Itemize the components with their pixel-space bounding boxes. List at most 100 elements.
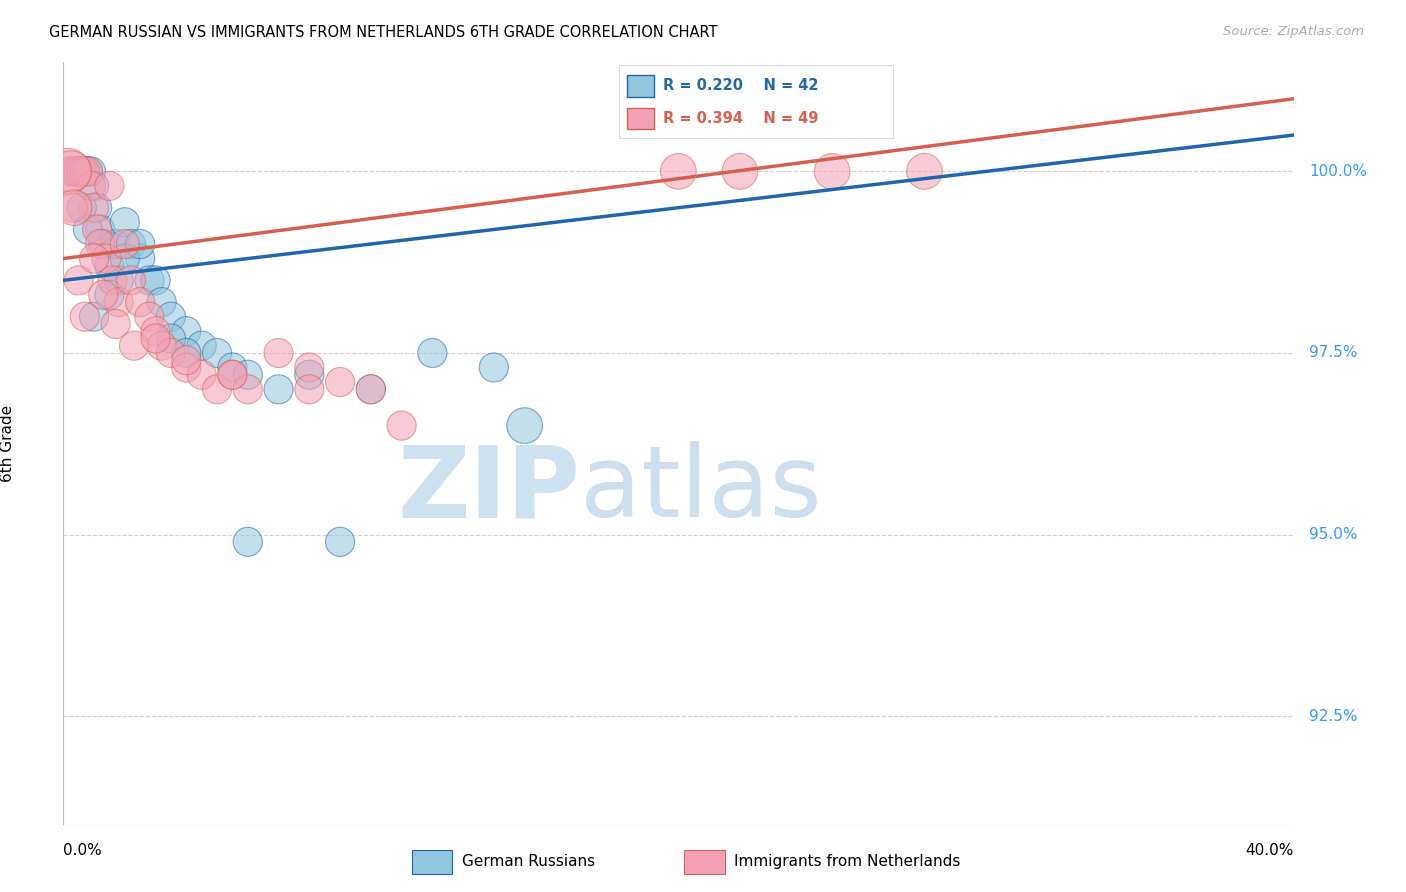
Point xyxy=(58,164,80,178)
FancyBboxPatch shape xyxy=(627,108,654,129)
Point xyxy=(160,310,183,324)
Point xyxy=(145,273,167,287)
Point xyxy=(236,534,259,549)
Text: 95.0%: 95.0% xyxy=(1309,527,1357,542)
Point xyxy=(56,164,79,178)
Point xyxy=(145,324,167,338)
Point xyxy=(174,324,197,338)
Point xyxy=(120,273,142,287)
Point xyxy=(107,295,129,310)
FancyBboxPatch shape xyxy=(627,75,654,96)
Point xyxy=(83,252,105,266)
Point xyxy=(138,310,160,324)
Point xyxy=(174,346,197,360)
Point xyxy=(73,164,96,178)
Text: R = 0.220    N = 42: R = 0.220 N = 42 xyxy=(662,78,818,93)
Point xyxy=(65,164,87,178)
Point xyxy=(89,237,111,252)
Point xyxy=(104,237,127,252)
Point xyxy=(360,382,382,396)
Point xyxy=(83,201,105,215)
Text: GERMAN RUSSIAN VS IMMIGRANTS FROM NETHERLANDS 6TH GRADE CORRELATION CHART: GERMAN RUSSIAN VS IMMIGRANTS FROM NETHER… xyxy=(49,25,717,40)
Point xyxy=(329,375,352,389)
Point xyxy=(67,164,90,178)
Point xyxy=(91,288,114,302)
Point xyxy=(70,201,93,215)
Point xyxy=(98,259,121,273)
Point xyxy=(67,273,90,287)
Point xyxy=(174,353,197,368)
Point xyxy=(76,164,98,178)
Point xyxy=(86,201,108,215)
Point xyxy=(129,252,152,266)
Point xyxy=(666,164,689,178)
Point xyxy=(114,215,136,229)
Point xyxy=(98,178,121,193)
Point xyxy=(329,534,352,549)
Point xyxy=(360,382,382,396)
Point xyxy=(83,178,105,193)
Point xyxy=(221,368,243,382)
Point xyxy=(114,252,136,266)
Point xyxy=(298,368,321,382)
Text: 100.0%: 100.0% xyxy=(1309,164,1367,179)
Text: 6th Grade: 6th Grade xyxy=(0,405,15,483)
Point xyxy=(160,331,183,345)
Point xyxy=(298,360,321,375)
Point xyxy=(107,273,129,287)
Point xyxy=(73,164,96,178)
Point xyxy=(96,252,118,266)
Point xyxy=(145,331,167,345)
Point xyxy=(62,201,84,215)
Point xyxy=(821,164,844,178)
Point xyxy=(120,237,142,252)
Point xyxy=(236,368,259,382)
Point xyxy=(160,346,183,360)
Text: atlas: atlas xyxy=(579,441,821,538)
Point xyxy=(59,164,82,178)
Text: Source: ZipAtlas.com: Source: ZipAtlas.com xyxy=(1223,25,1364,38)
Point xyxy=(122,339,145,353)
Point xyxy=(91,237,114,252)
Point xyxy=(205,346,228,360)
Text: German Russians: German Russians xyxy=(461,855,595,869)
Point xyxy=(391,418,413,433)
Point xyxy=(482,360,505,375)
Point xyxy=(267,382,290,396)
Point xyxy=(101,273,124,287)
FancyBboxPatch shape xyxy=(412,850,453,873)
Text: R = 0.394    N = 49: R = 0.394 N = 49 xyxy=(662,111,818,126)
Point xyxy=(513,418,536,433)
Point xyxy=(80,164,103,178)
Point xyxy=(221,360,243,375)
Point xyxy=(728,164,751,178)
Point xyxy=(98,288,121,302)
Point xyxy=(422,346,444,360)
Text: 40.0%: 40.0% xyxy=(1246,843,1294,858)
Point xyxy=(205,382,228,396)
FancyBboxPatch shape xyxy=(685,850,724,873)
Point xyxy=(76,222,98,236)
Point xyxy=(221,368,243,382)
Text: Immigrants from Netherlands: Immigrants from Netherlands xyxy=(734,855,960,869)
Point xyxy=(89,222,111,236)
Point xyxy=(174,360,197,375)
Point xyxy=(150,295,173,310)
Point xyxy=(73,310,96,324)
Text: ZIP: ZIP xyxy=(396,441,579,538)
Text: 0.0%: 0.0% xyxy=(63,843,103,858)
Point xyxy=(138,273,160,287)
Point xyxy=(914,164,936,178)
Text: 92.5%: 92.5% xyxy=(1309,708,1357,723)
Point xyxy=(267,346,290,360)
Point xyxy=(67,164,90,178)
Point xyxy=(236,382,259,396)
Point xyxy=(65,164,87,178)
Point xyxy=(63,201,86,215)
Point xyxy=(62,164,84,178)
Point xyxy=(70,164,93,178)
Point xyxy=(190,339,212,353)
Point xyxy=(83,310,105,324)
Point xyxy=(86,222,108,236)
Text: 97.5%: 97.5% xyxy=(1309,345,1357,360)
